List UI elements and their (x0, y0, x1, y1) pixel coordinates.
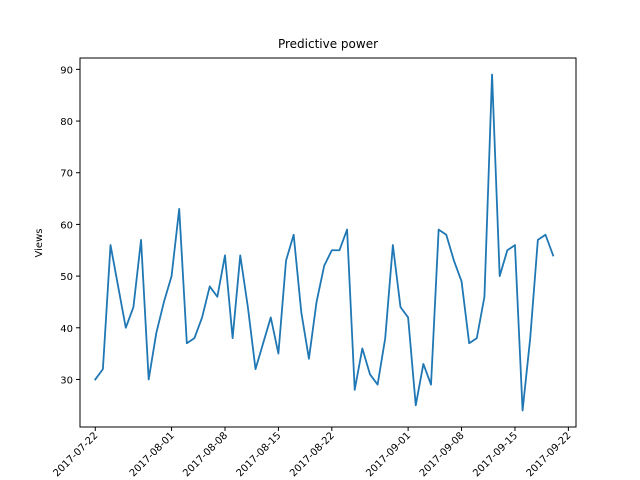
y-tick-label: 80 (60, 117, 73, 128)
y-axis-ticks: 30 40 50 60 70 80 90 (60, 65, 80, 386)
y-tick-label: 50 (60, 272, 73, 283)
y-tick-label: 30 (60, 375, 73, 386)
chart-title: Predictive power (278, 37, 378, 51)
y-tick-label: 90 (60, 65, 73, 76)
series-line (94, 73, 555, 412)
y-axis-label: Views (34, 229, 45, 258)
y-tick-label: 40 (60, 324, 73, 335)
plot-frame (79, 57, 577, 428)
y-tick-label: 70 (60, 169, 73, 180)
y-tick-label: 60 (60, 220, 73, 231)
